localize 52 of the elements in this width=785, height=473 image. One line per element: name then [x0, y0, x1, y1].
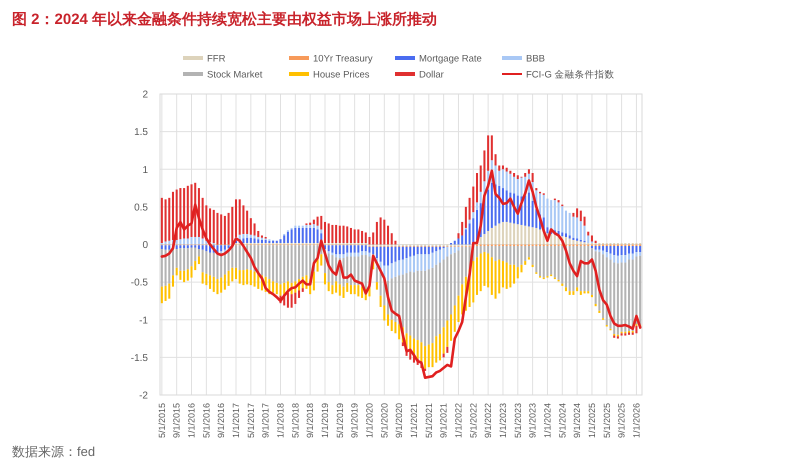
y-tick-label: -0.5 — [130, 278, 148, 289]
x-tick-label: 1/1/2022 — [453, 403, 464, 438]
legend-label: BBB — [526, 54, 546, 64]
x-tick-label: 1/1/2016 — [186, 403, 197, 438]
x-tick-label: 1/1/2020 — [364, 403, 374, 438]
y-tick-label: 2 — [142, 90, 148, 100]
x-tick-label: 9/1/2018 — [305, 403, 316, 438]
x-tick-label: 9/1/2021 — [438, 403, 449, 438]
x-tick-label: 5/1/2018 — [290, 403, 300, 438]
x-tick-label: 5/1/2022 — [468, 403, 478, 438]
x-tick-label: 5/1/2024 — [557, 403, 568, 438]
y-tick-label: 1 — [142, 164, 148, 176]
x-tick-label: 1/1/2019 — [320, 403, 330, 438]
legend-label: Mortgage Rate — [419, 54, 482, 64]
chart-title: 图 2：2024 年以来金融条件持续宽松主要由权益市场上涨所推动 — [12, 10, 438, 28]
x-tick-label: 5/1/2017 — [246, 403, 256, 438]
x-tick-label: 5/1/2025 — [602, 403, 612, 438]
x-tick-label: 5/1/2023 — [512, 403, 523, 438]
x-tick-label: 1/1/2026 — [631, 403, 642, 438]
x-tick-label: 1/1/2017 — [231, 403, 242, 438]
x-tick-label: 5/1/2019 — [334, 403, 345, 438]
legend-label: FCI-G 金融条件指数 — [526, 68, 614, 80]
x-tick-label: 1/1/2023 — [498, 403, 508, 438]
y-tick-label: 1.5 — [134, 127, 148, 138]
x-tick-label: 1/1/2021 — [408, 403, 419, 438]
y-tick-label: 0 — [142, 240, 148, 251]
y-tick-label: -2 — [139, 390, 148, 402]
x-tick-label: 1/1/2018 — [276, 403, 286, 438]
legend-label: Stock Market — [207, 70, 263, 80]
x-tick-label: 9/1/2025 — [616, 403, 627, 438]
source-note: 数据来源：fed — [12, 444, 96, 459]
x-tick-label: 9/1/2023 — [528, 403, 538, 438]
legend-label: 10Yr Treasury — [313, 54, 373, 64]
x-tick-label: 5/1/2021 — [424, 403, 434, 438]
x-tick-label: 1/1/2025 — [586, 403, 597, 438]
x-tick-label: 9/1/2020 — [394, 403, 404, 438]
legend-label: FFR — [207, 54, 226, 64]
legend-label: Dollar — [419, 70, 444, 80]
x-tick-label: 5/1/2015 — [156, 403, 167, 438]
x-tick-label: 1/1/2024 — [542, 403, 552, 438]
x-tick-label: 9/1/2016 — [216, 403, 226, 438]
x-tick-label: 5/1/2016 — [201, 403, 212, 438]
x-tick-label: 5/1/2020 — [379, 403, 390, 438]
y-tick-label: 0.5 — [134, 202, 148, 214]
legend-label: House Prices — [313, 70, 370, 80]
x-tick-label: 9/1/2024 — [572, 403, 582, 438]
x-tick-label: 9/1/2022 — [483, 403, 494, 438]
x-tick-label: 9/1/2017 — [260, 403, 271, 438]
y-tick-label: -1.5 — [130, 352, 148, 364]
x-tick-label: 9/1/2015 — [172, 403, 182, 438]
x-tick-label: 9/1/2019 — [350, 403, 360, 438]
y-tick-label: -1 — [139, 315, 148, 326]
